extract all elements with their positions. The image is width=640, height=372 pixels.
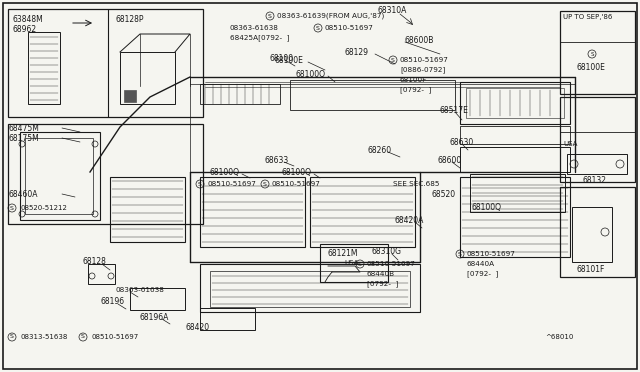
Text: 68633: 68633: [265, 155, 289, 164]
Text: S: S: [10, 205, 14, 211]
Text: 68260: 68260: [368, 145, 392, 154]
Bar: [460, 177, 570, 257]
Text: 08520-51212: 08520-51212: [20, 205, 67, 211]
Text: 68600: 68600: [438, 155, 462, 164]
Text: 68100: 68100: [270, 54, 294, 62]
Text: 68460A: 68460A: [8, 189, 38, 199]
Text: 68475M: 68475M: [8, 124, 39, 132]
Text: 68196A: 68196A: [140, 312, 170, 321]
Text: 08510-51697: 08510-51697: [272, 181, 321, 187]
Text: USA: USA: [344, 260, 358, 266]
Bar: [460, 147, 570, 172]
Bar: [25, 138, 93, 214]
Bar: [210, 271, 410, 307]
Bar: [130, 288, 185, 310]
Text: 08510-51697: 08510-51697: [91, 334, 138, 340]
Text: 68100Q: 68100Q: [282, 167, 312, 176]
Text: S: S: [268, 13, 272, 19]
Text: 68100Q: 68100Q: [210, 167, 240, 176]
Bar: [466, 88, 564, 118]
Text: USA: USA: [563, 141, 577, 147]
Text: 68100F: 68100F: [400, 77, 428, 83]
Text: 08510-51697: 08510-51697: [400, 57, 449, 63]
Text: 68420A: 68420A: [395, 215, 424, 224]
Bar: [124, 90, 136, 102]
Bar: [560, 187, 635, 277]
Text: S: S: [198, 182, 202, 186]
Text: [0792-  ]: [0792- ]: [467, 270, 499, 278]
Text: 68129: 68129: [345, 48, 369, 57]
Bar: [200, 264, 420, 312]
Text: 68425A[0792-  ]: 68425A[0792- ]: [230, 35, 289, 41]
Bar: [290, 80, 455, 110]
Text: S: S: [316, 26, 320, 31]
Text: [0886-0792]: [0886-0792]: [400, 67, 445, 73]
Text: S: S: [391, 58, 395, 62]
Text: 68440A: 68440A: [467, 261, 495, 267]
Text: 68175M: 68175M: [8, 134, 39, 142]
Text: 08363-61638: 08363-61638: [115, 287, 164, 293]
Bar: [567, 154, 627, 174]
Text: 08313-51638: 08313-51638: [20, 334, 67, 340]
Bar: [110, 177, 185, 242]
Text: 08510-51697: 08510-51697: [208, 181, 257, 187]
Bar: [460, 82, 570, 124]
Text: S: S: [358, 262, 362, 266]
Text: ^68010: ^68010: [545, 334, 573, 340]
Text: UP TO SEP,'86: UP TO SEP,'86: [563, 14, 612, 20]
Text: 68100E: 68100E: [275, 55, 304, 64]
Text: 68517E: 68517E: [440, 106, 469, 115]
Bar: [310, 177, 415, 247]
Text: S: S: [263, 182, 267, 186]
Text: 68100Q: 68100Q: [472, 202, 502, 212]
Text: [0792-  ]: [0792- ]: [400, 87, 431, 93]
Text: S: S: [458, 251, 462, 257]
Text: 08510-51697: 08510-51697: [325, 25, 374, 31]
Text: S: S: [10, 334, 14, 340]
Bar: [560, 97, 635, 182]
Text: 68310A: 68310A: [378, 6, 408, 15]
Bar: [320, 244, 388, 282]
Text: 68420: 68420: [185, 323, 209, 331]
Bar: [470, 174, 565, 212]
Text: 68100Q: 68100Q: [296, 70, 326, 78]
Bar: [572, 207, 612, 262]
Text: 68128P: 68128P: [115, 15, 143, 23]
Text: S: S: [590, 51, 594, 57]
Text: 68128: 68128: [82, 257, 106, 266]
Bar: [8, 124, 203, 224]
Text: 68310G: 68310G: [372, 247, 402, 257]
Text: 08363-61639(FROM AUG,'87): 08363-61639(FROM AUG,'87): [277, 13, 384, 19]
Bar: [28, 32, 60, 104]
Bar: [560, 11, 635, 94]
Text: 68132: 68132: [583, 176, 607, 185]
Text: 68196: 68196: [100, 298, 124, 307]
Text: 68630: 68630: [450, 138, 474, 147]
Text: 68600B: 68600B: [405, 35, 435, 45]
Bar: [200, 177, 305, 247]
Text: 68440B: 68440B: [367, 271, 395, 277]
Text: 08510-51697: 08510-51697: [367, 261, 416, 267]
Text: 68100E: 68100E: [577, 62, 606, 71]
Text: 68121M: 68121M: [328, 248, 358, 257]
Text: 08510-51697: 08510-51697: [467, 251, 516, 257]
Bar: [200, 308, 255, 330]
Text: SEE SEC.685: SEE SEC.685: [393, 181, 440, 187]
Text: 63848M: 63848M: [12, 15, 43, 23]
Text: 68520: 68520: [432, 189, 456, 199]
Text: 08363-61638: 08363-61638: [230, 25, 279, 31]
Bar: [460, 126, 570, 144]
Bar: [200, 84, 280, 104]
Bar: [8, 9, 203, 117]
Text: 68101F: 68101F: [577, 266, 605, 275]
Text: 68962: 68962: [12, 25, 36, 33]
Text: S: S: [81, 334, 85, 340]
Text: [0792-  ]: [0792- ]: [367, 280, 398, 288]
